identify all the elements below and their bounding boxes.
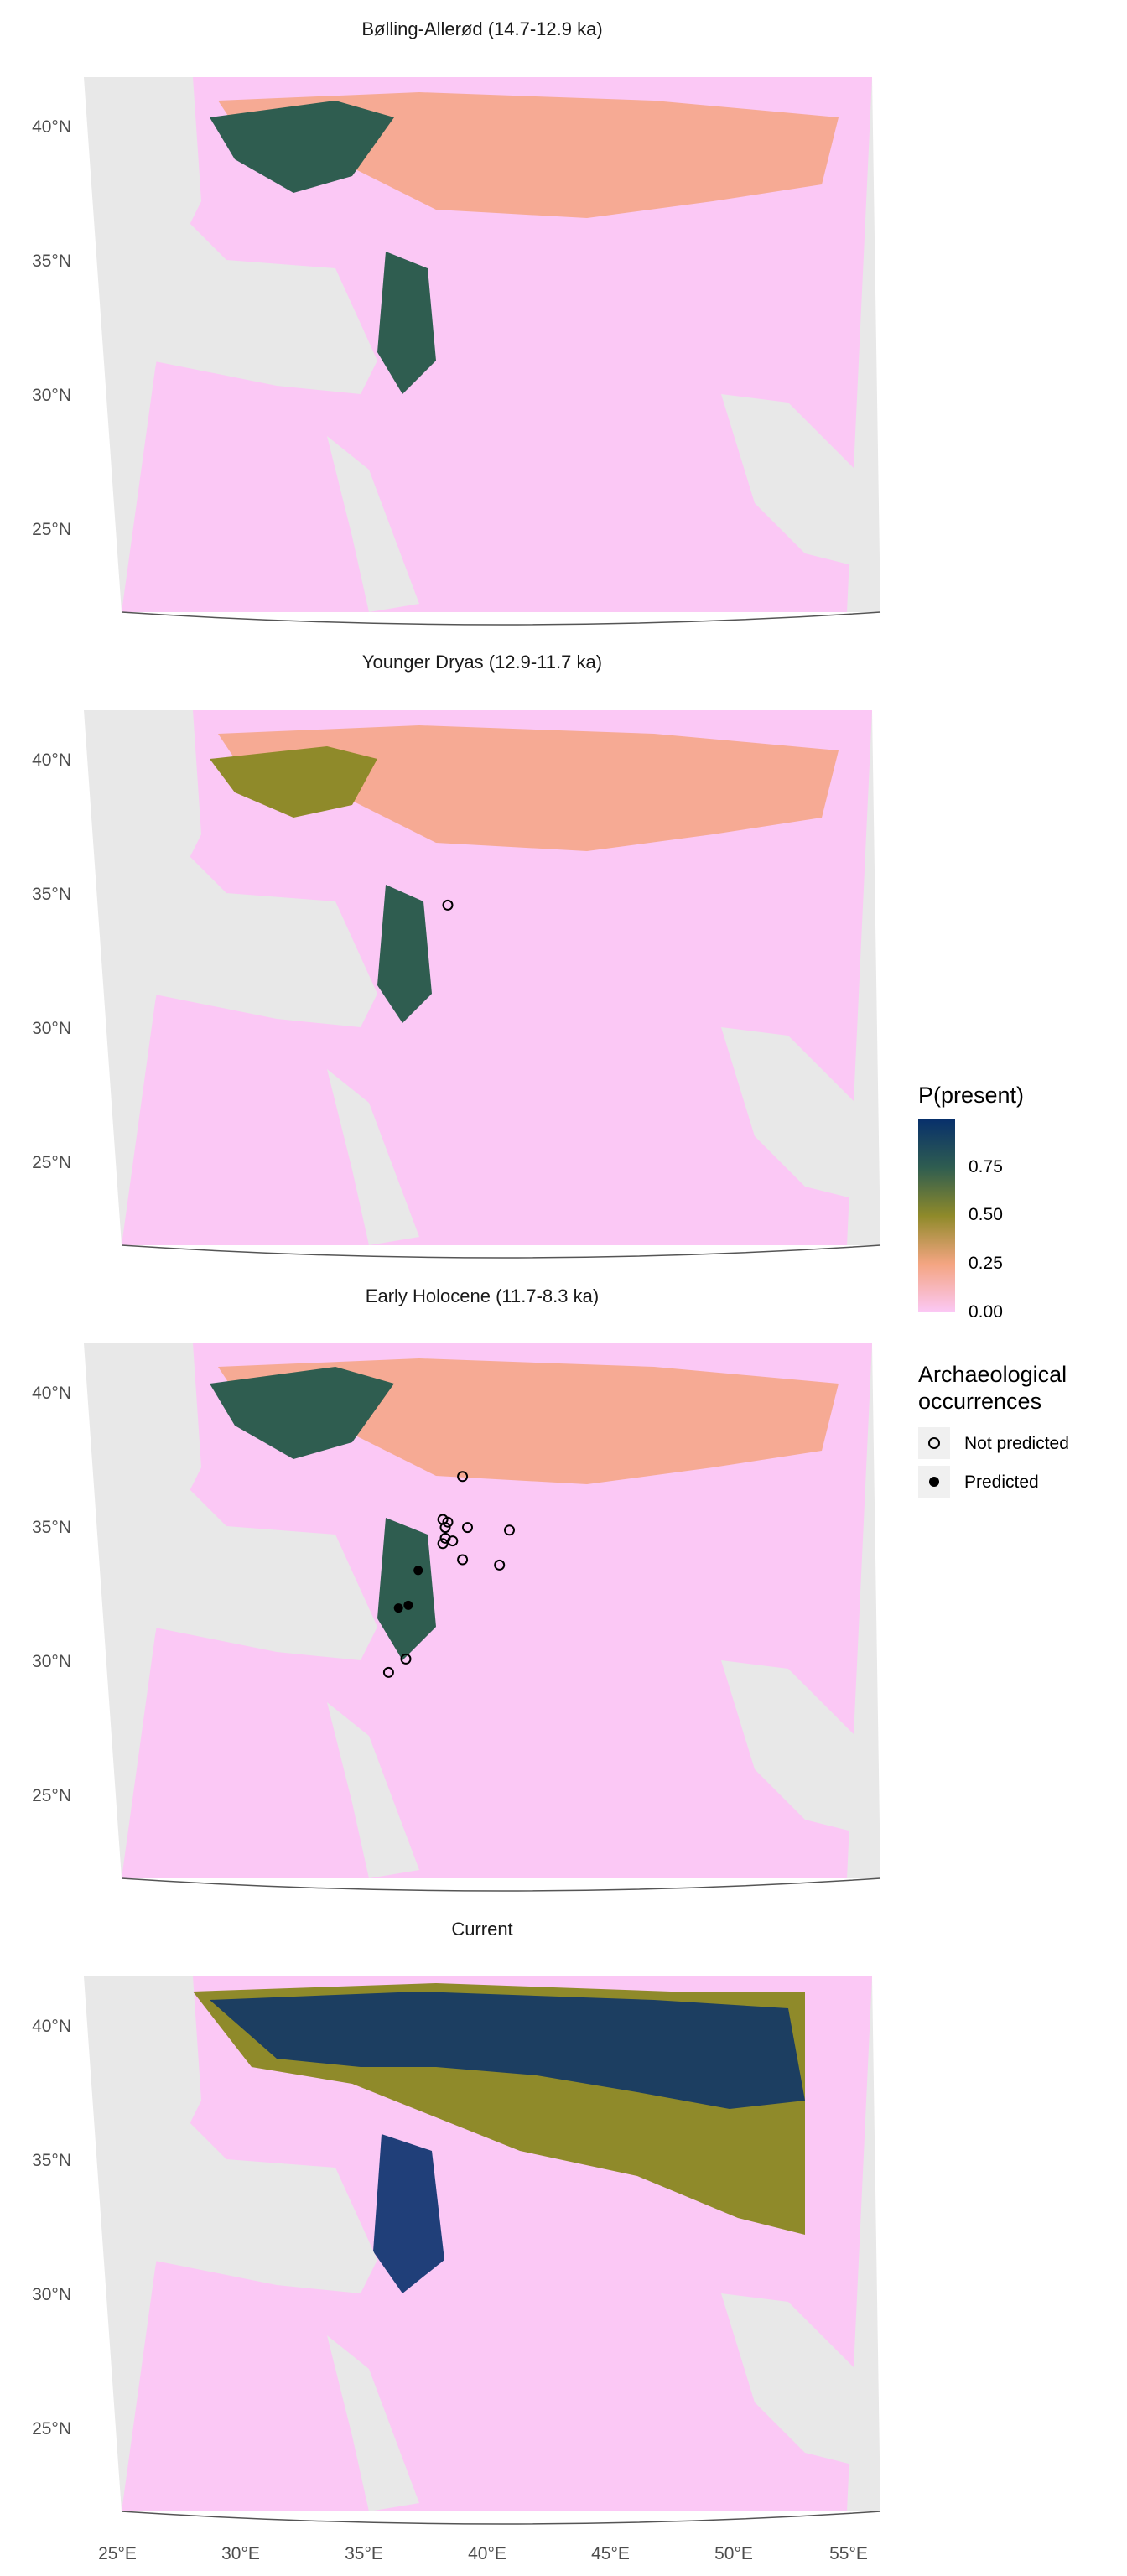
lat-label: 25°N bbox=[32, 520, 71, 539]
filled-circle-icon bbox=[929, 1477, 939, 1487]
fill-legend-colorbar bbox=[918, 1119, 955, 1312]
lat-label: 30°N bbox=[32, 2285, 71, 2304]
point-legend-title: occurrences bbox=[918, 1389, 1041, 1414]
map-panel-bolling-allerod: Bølling-Allerød (14.7-12.9 ka) bbox=[84, 18, 881, 626]
occurrence-point-not-predicted bbox=[382, 1666, 394, 1678]
occurrence-point-not-predicted bbox=[437, 1538, 449, 1550]
latitude-labels: 40°N 35°N 30°N 25°N 40°N 35°N 30°N 25°N … bbox=[32, 117, 71, 2438]
lat-label: 40°N bbox=[32, 1384, 71, 1403]
fill-legend: P(present) 0.75 0.50 0.25 0.00 bbox=[918, 1083, 1024, 1322]
lat-label: 35°N bbox=[32, 2151, 71, 2170]
lat-label: 40°N bbox=[32, 117, 71, 137]
occurrence-point-not-predicted bbox=[442, 899, 454, 911]
lat-label: 35°N bbox=[32, 885, 71, 904]
lat-label: 25°N bbox=[32, 2419, 71, 2438]
occurrence-point-not-predicted bbox=[457, 1554, 469, 1566]
open-circle-icon bbox=[928, 1437, 940, 1449]
lon-label: 25°E bbox=[98, 2544, 137, 2563]
map-panel-current: Current bbox=[84, 1919, 881, 2525]
occurrence-point-not-predicted bbox=[504, 1524, 515, 1536]
lat-label: 35°N bbox=[32, 252, 71, 271]
panel-title: Bølling-Allerød (14.7-12.9 ka) bbox=[361, 18, 602, 39]
occurrence-point-not-predicted bbox=[442, 1516, 454, 1528]
lon-label: 40°E bbox=[468, 2544, 506, 2563]
lat-label: 25°N bbox=[32, 1153, 71, 1172]
fill-legend-tick: 0.00 bbox=[969, 1302, 1003, 1322]
point-legend: Archaeological occurrences Not predicted… bbox=[918, 1362, 1069, 1498]
point-legend-label: Not predicted bbox=[964, 1434, 1069, 1453]
occurrence-points bbox=[382, 899, 515, 1678]
map-area bbox=[84, 710, 881, 1259]
occurrence-point-not-predicted bbox=[400, 1653, 412, 1665]
legend-key-bg bbox=[918, 1427, 950, 1459]
panel-title: Current bbox=[451, 1919, 512, 1940]
occurrence-point-not-predicted bbox=[462, 1522, 473, 1534]
lon-label: 55°E bbox=[829, 2544, 868, 2563]
fill-legend-tick: 0.75 bbox=[969, 1157, 1003, 1176]
lon-label: 50°E bbox=[714, 2544, 753, 2563]
point-legend-label: Predicted bbox=[964, 1472, 1039, 1492]
lat-label: 40°N bbox=[32, 750, 71, 770]
occurrence-point-not-predicted bbox=[494, 1559, 506, 1571]
occurrence-point-predicted bbox=[393, 1603, 403, 1613]
occurrence-point-not-predicted bbox=[439, 1522, 451, 1534]
fill-legend-title: P(present) bbox=[918, 1083, 1024, 1108]
fill-legend-tick: 0.50 bbox=[969, 1205, 1003, 1224]
panel-title: Younger Dryas (12.9-11.7 ka) bbox=[362, 652, 602, 673]
lon-label: 45°E bbox=[591, 2544, 630, 2563]
point-legend-title: Archaeological bbox=[918, 1362, 1067, 1387]
map-area bbox=[84, 77, 881, 626]
lat-label: 35°N bbox=[32, 1518, 71, 1537]
lat-label: 25°N bbox=[32, 1786, 71, 1805]
lon-label: 30°E bbox=[221, 2544, 260, 2563]
occurrence-point-predicted bbox=[403, 1600, 413, 1610]
longitude-labels: 25°E 30°E 35°E 40°E 45°E 50°E 55°E bbox=[98, 2544, 868, 2563]
map-area bbox=[84, 1343, 881, 1892]
occurrence-point-not-predicted bbox=[447, 1535, 459, 1547]
lat-label: 30°N bbox=[32, 1652, 71, 1671]
map-area bbox=[84, 1976, 881, 2525]
map-panel-early-holocene: Early Holocene (11.7-8.3 ka) bbox=[84, 1285, 881, 1892]
fill-legend-tick: 0.25 bbox=[969, 1254, 1003, 1273]
lat-label: 30°N bbox=[32, 386, 71, 405]
lat-label: 40°N bbox=[32, 2017, 71, 2036]
panel-title: Early Holocene (11.7-8.3 ka) bbox=[366, 1285, 599, 1306]
map-panel-younger-dryas: Younger Dryas (12.9-11.7 ka) bbox=[84, 652, 881, 1259]
lon-label: 35°E bbox=[345, 2544, 383, 2563]
lat-label: 30°N bbox=[32, 1019, 71, 1038]
occurrence-point-not-predicted bbox=[457, 1471, 469, 1483]
occurrence-point-predicted bbox=[413, 1566, 423, 1576]
